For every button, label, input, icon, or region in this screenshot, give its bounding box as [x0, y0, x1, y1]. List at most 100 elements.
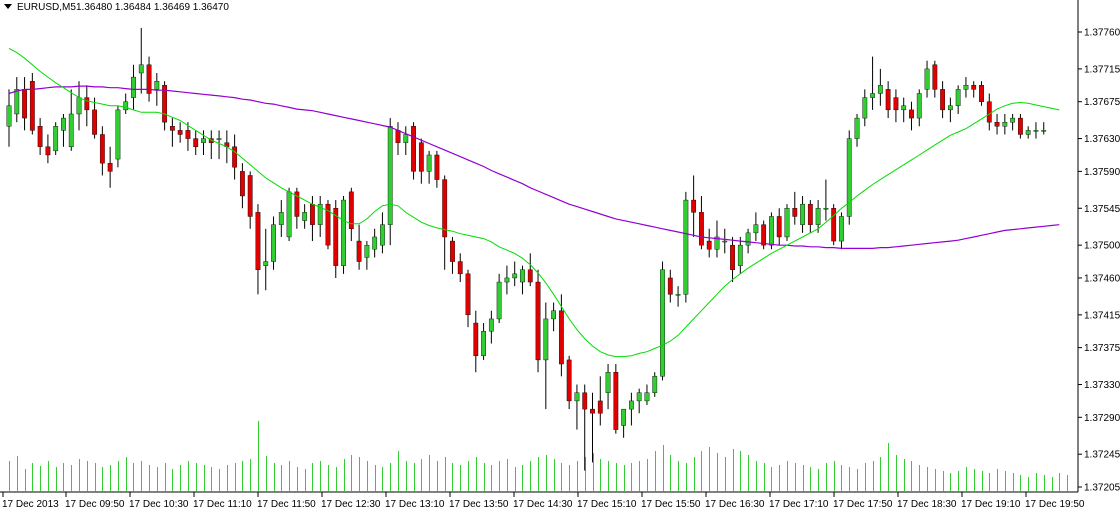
bear-candle-body — [325, 203, 331, 246]
candle — [247, 171, 253, 229]
bear-candle-body — [535, 281, 541, 361]
bull-candle-body — [714, 236, 720, 250]
candle — [706, 228, 712, 258]
y-tick-label: 1.37290 — [1084, 413, 1120, 424]
candle — [387, 118, 393, 246]
candle — [551, 302, 557, 332]
y-tick-label: 1.37590 — [1084, 167, 1120, 178]
bull-candle-body — [201, 138, 206, 143]
candle — [1018, 113, 1023, 139]
candle — [971, 81, 977, 98]
bear-candle-body — [177, 130, 183, 135]
header-dropdown-icon[interactable] — [4, 4, 12, 9]
candle — [644, 384, 650, 406]
candle — [730, 236, 735, 283]
candle — [286, 187, 292, 242]
bull-candle-body — [621, 408, 627, 426]
bear-candle-body — [107, 162, 113, 172]
bull-candle-body — [543, 318, 549, 361]
candle — [1002, 113, 1008, 135]
candle — [1010, 113, 1016, 131]
bear-candle-body — [699, 212, 704, 246]
y-tick-label: 1.37245 — [1084, 450, 1120, 461]
candle — [667, 269, 673, 303]
candle — [543, 302, 549, 410]
bear-candle-body — [527, 269, 533, 283]
candle — [916, 89, 922, 127]
bull-candle-body — [815, 208, 821, 225]
bull-candle-body — [675, 294, 681, 296]
x-tick-label: 17 Dec 15:10 — [577, 499, 637, 510]
bear-candle-body — [29, 80, 35, 131]
candle — [418, 138, 424, 184]
candle — [115, 105, 121, 168]
bull-candle-body — [800, 203, 805, 225]
candle — [574, 384, 580, 430]
candle — [403, 126, 409, 155]
bear-candle-body — [761, 224, 767, 246]
candle — [131, 64, 136, 110]
candle — [745, 228, 751, 254]
candle — [177, 122, 183, 143]
symbol-label: EURUSD,M5 — [17, 2, 76, 13]
candle — [426, 150, 432, 184]
bear-candle-body — [450, 240, 455, 262]
y-tick-label: 1.37630 — [1084, 134, 1120, 145]
bull-candle-body — [644, 392, 650, 402]
candle — [162, 81, 167, 131]
bull-candle-body — [769, 216, 774, 246]
candle — [590, 392, 595, 463]
ma-slow-line — [8, 85, 1060, 249]
candle — [201, 130, 206, 155]
bear-candle-body — [582, 392, 588, 410]
candle — [271, 216, 276, 270]
bull-candle-body — [520, 269, 525, 283]
bear-candle-body — [310, 203, 315, 225]
bull-candle-body — [1041, 130, 1047, 132]
bull-candle-body — [115, 109, 121, 160]
bull-candle-body — [722, 240, 728, 243]
bull-candle-body — [380, 224, 385, 246]
candle — [815, 200, 821, 233]
bear-candle-body — [434, 154, 440, 180]
candle — [1041, 122, 1047, 135]
bull-candle-body — [551, 310, 557, 320]
bull-candle-body — [870, 93, 875, 98]
bear-candle-body — [566, 359, 572, 402]
x-tick-label: 17 Dec 09:50 — [65, 499, 125, 510]
bull-candle-body — [317, 203, 323, 225]
y-tick-label: 1.37460 — [1084, 273, 1120, 284]
bull-candle-body — [1033, 130, 1039, 132]
candle — [605, 364, 611, 410]
bull-candle-body — [6, 105, 12, 127]
bull-candle-body — [1025, 130, 1031, 135]
bear-candle-body — [558, 310, 564, 365]
x-tick-label: 17 Dec 15:50 — [641, 499, 701, 510]
bull-candle-body — [753, 224, 759, 234]
bear-candle-body — [84, 97, 90, 111]
bull-candle-body — [138, 64, 144, 74]
bear-candle-body — [932, 64, 938, 90]
bear-candle-body — [162, 85, 167, 123]
bear-candle-body — [465, 273, 471, 316]
candle — [255, 204, 261, 295]
candle — [979, 81, 984, 106]
x-tick-label: 17 Dec 13:10 — [385, 499, 445, 510]
bull-candle-body — [901, 105, 907, 111]
bull-candle-body — [784, 208, 790, 238]
bull-candle-body — [154, 80, 160, 90]
candle — [629, 392, 634, 426]
bull-candle-body — [839, 216, 844, 242]
bull-candle-body — [877, 85, 883, 94]
x-tick-label: 17 Dec 2013 — [2, 499, 59, 510]
bear-candle-body — [193, 138, 199, 147]
bull-candle-body — [387, 126, 393, 225]
candle — [372, 228, 378, 258]
ohlc-quote: 1.36480 1.36484 1.36469 1.36470 — [76, 2, 229, 13]
bull-candle-body — [916, 93, 922, 119]
candle — [947, 97, 953, 123]
bull-candle-body — [660, 269, 665, 377]
candle — [761, 220, 767, 250]
bear-candle-body — [730, 244, 735, 270]
